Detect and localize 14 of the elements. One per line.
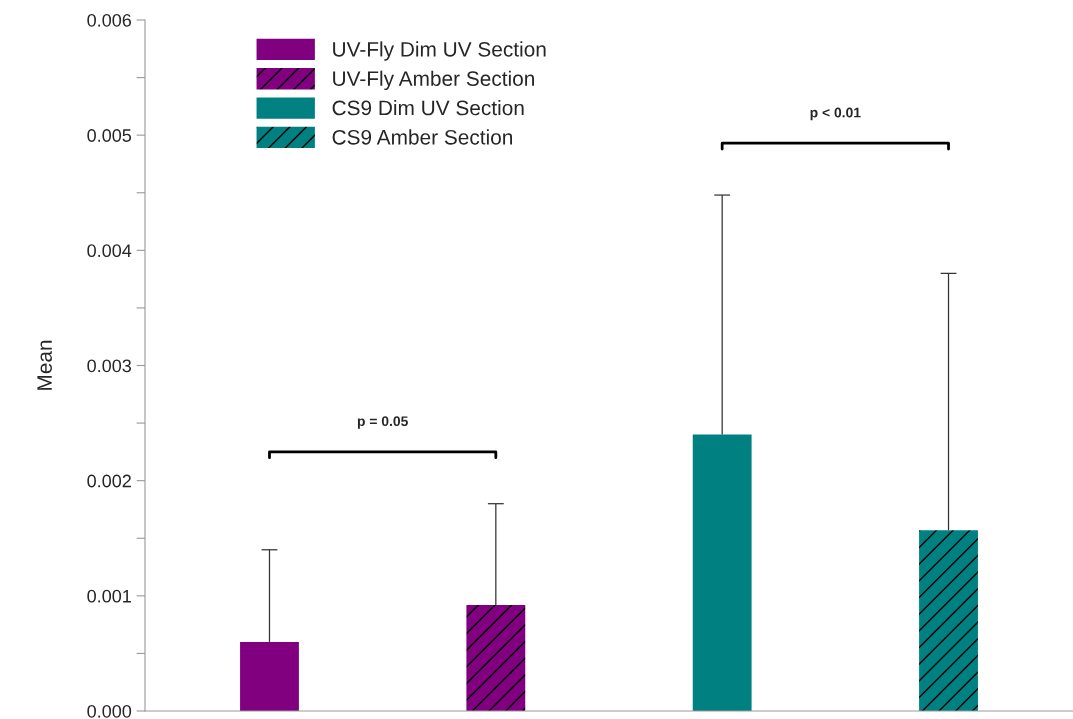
legend-label: UV-Fly Amber Section [333,70,534,91]
annotation: p < 0.01 [810,107,861,121]
y-tick-label: 0.005 [87,129,132,142]
annotation: p = 0.05 [357,416,408,429]
y-tick-label: 0.002 [87,474,131,488]
legend-label: CS9 Dim UV Section [332,100,524,116]
legend-label: UV-Fly Dim UV Section [333,41,546,61]
y-tick-label: 0.004 [87,244,132,258]
y-tick-label: 0.000 [87,704,132,718]
y-axis-title: Mean [37,340,52,390]
legend-label: CS9 Amber Section [332,129,512,145]
y-tick-label: 0.006 [87,13,132,27]
y-tick-label: 0.003 [87,359,132,373]
y-tick-label: 0.001 [87,589,131,603]
